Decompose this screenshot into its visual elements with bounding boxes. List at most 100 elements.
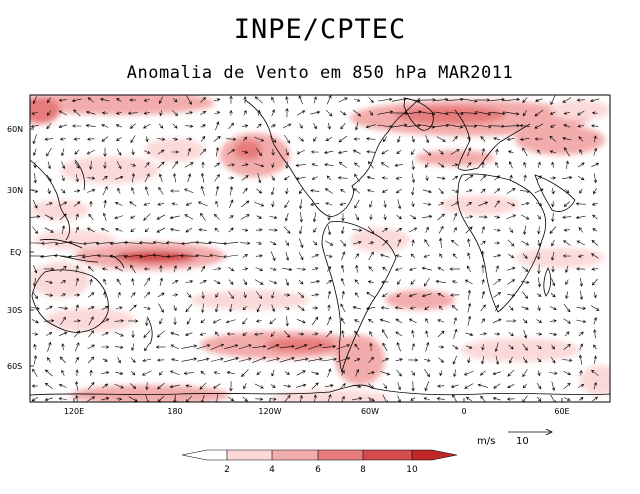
wind-vector [460, 111, 478, 115]
wind-vector [130, 135, 136, 144]
wind-vector [114, 319, 125, 323]
wind-vector [116, 161, 122, 170]
wind-vector [159, 110, 163, 117]
wind-vector [495, 265, 499, 273]
wind-vector [467, 147, 472, 157]
wind-vector [480, 395, 486, 402]
wind-vector [225, 319, 236, 324]
wind-vector [311, 293, 320, 297]
wind-vector [395, 331, 403, 337]
wind-vector [279, 344, 295, 349]
wind-vector [576, 240, 586, 246]
wind-vector [507, 384, 515, 388]
wind-vector [550, 176, 557, 180]
wind-vector [466, 265, 472, 273]
wind-vector [591, 239, 599, 246]
wind-vector [449, 267, 461, 271]
wind-vector [297, 305, 305, 311]
wind-vector [522, 109, 528, 117]
wind-vector [166, 254, 183, 259]
wind-vector [424, 381, 429, 392]
wind-vector [411, 329, 415, 338]
wind-vector [87, 176, 96, 180]
wind-vector [465, 345, 473, 349]
wind-vector [593, 135, 597, 143]
wind-vector [438, 357, 444, 363]
wind-vector [551, 266, 555, 273]
coast-madagascar [543, 267, 552, 297]
wind-vector [223, 357, 240, 363]
wind-vector [341, 290, 345, 299]
wind-vector [523, 174, 527, 181]
wind-vector [311, 254, 319, 258]
wind-vector [353, 137, 360, 141]
wind-vector [86, 149, 95, 155]
wind-vector [123, 254, 142, 259]
wind-vector [32, 226, 38, 235]
wind-vector [215, 146, 220, 157]
wind-vector [579, 188, 583, 194]
wind-vector [87, 381, 95, 390]
wind-vector [100, 227, 109, 232]
wind-vector [114, 201, 123, 206]
wind-vector [550, 124, 556, 128]
wind-vector [240, 200, 250, 208]
wind-vector [101, 332, 109, 336]
wind-vector [411, 343, 415, 351]
wind-vector [60, 293, 66, 297]
wind-vector [590, 98, 600, 103]
wind-vector [551, 381, 556, 392]
wind-vector [450, 293, 460, 297]
wind-vector [255, 291, 263, 299]
wind-vector [271, 201, 275, 208]
wind-vector [551, 344, 555, 350]
wind-vector [296, 267, 306, 271]
wind-vector [591, 267, 599, 271]
wind-vector [173, 305, 177, 312]
wind-vector [228, 227, 234, 233]
wind-vector [130, 264, 136, 273]
wind-vector [240, 241, 251, 245]
wind-vector [47, 188, 51, 195]
wind-vector [241, 369, 249, 377]
wind-vector [268, 228, 278, 232]
wind-vector [214, 331, 219, 337]
wind-vector [242, 228, 249, 232]
wind-vector [299, 123, 303, 129]
wind-vector [185, 227, 193, 233]
wind-vector [144, 343, 150, 352]
wind-vector [522, 97, 528, 104]
legend-segment-over-10 [412, 450, 457, 460]
wind-vector [395, 358, 403, 362]
wind-vector [115, 306, 123, 310]
wind-vector [578, 384, 585, 388]
wind-vector [341, 226, 345, 235]
wind-vector [481, 344, 485, 351]
wind-vector [591, 124, 599, 128]
wind-vector [130, 228, 136, 233]
wind-vector [271, 109, 275, 117]
wind-vector [534, 188, 544, 194]
coast-new-zealand [147, 317, 153, 345]
wind-vector [352, 240, 362, 245]
wind-vector [128, 396, 138, 402]
wind-vector [452, 355, 457, 365]
wind-vector [410, 214, 417, 220]
wind-vector [73, 319, 81, 323]
wind-vector [411, 381, 415, 392]
wind-vector [256, 371, 262, 375]
wind-vector [271, 187, 275, 196]
wind-vector [438, 225, 444, 234]
wind-vector [298, 252, 304, 261]
wind-vector [494, 332, 501, 336]
wind-vector [33, 355, 38, 365]
wind-vector [181, 344, 198, 349]
wind-vector [464, 279, 473, 285]
wind-vector [103, 278, 107, 286]
wind-vector [579, 277, 583, 287]
wind-vector [438, 305, 443, 311]
wind-vector [298, 332, 305, 336]
wind-vector [312, 306, 319, 310]
wind-vector [144, 291, 151, 298]
wind-vector [311, 316, 319, 326]
